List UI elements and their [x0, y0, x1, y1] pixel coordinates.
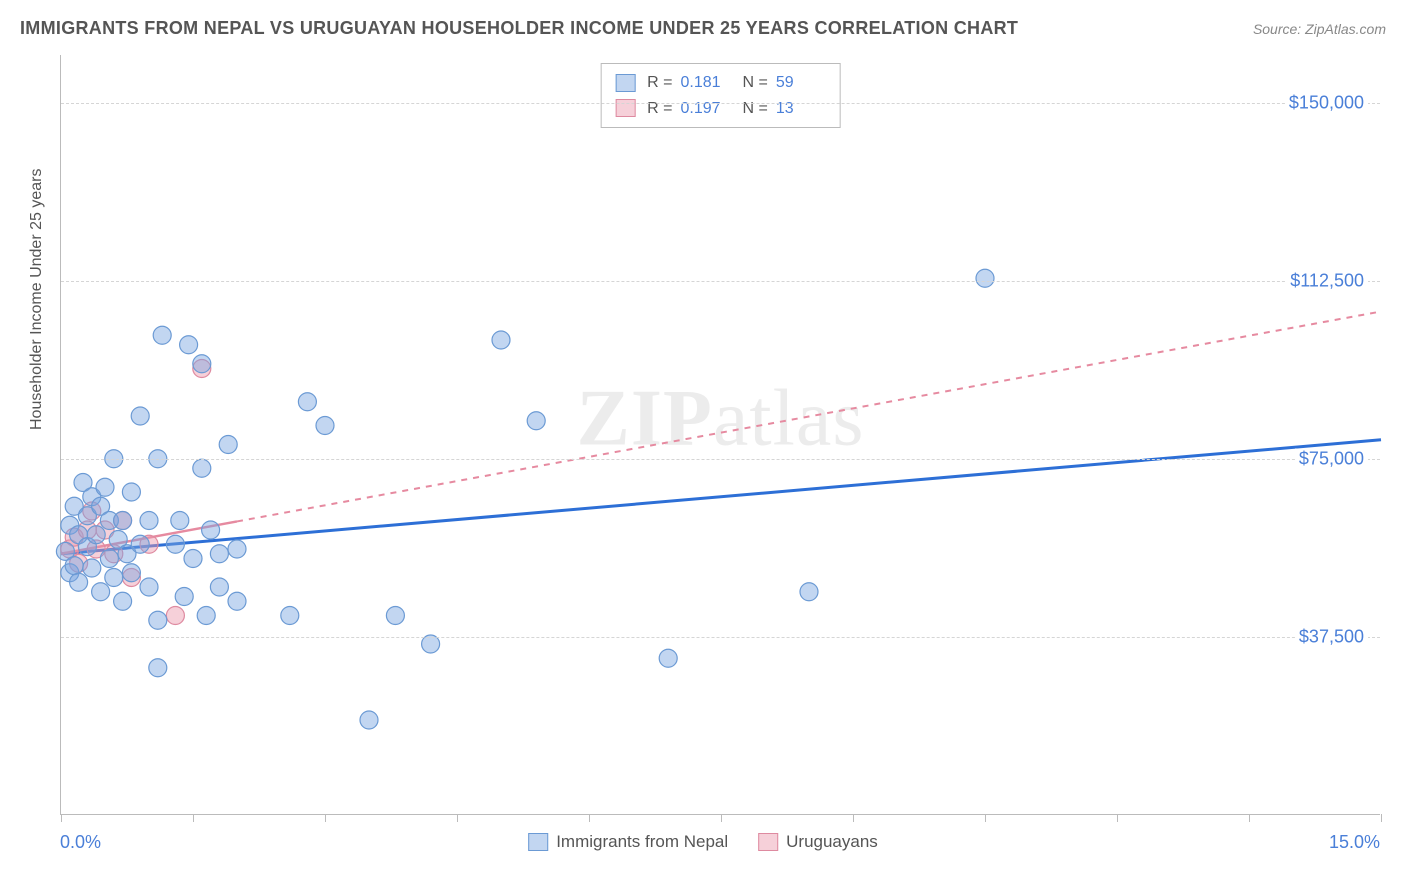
data-point	[210, 545, 228, 563]
x-tick	[1249, 814, 1250, 822]
data-point	[228, 540, 246, 558]
data-point	[386, 607, 404, 625]
source-label: Source: ZipAtlas.com	[1253, 21, 1386, 37]
legend-label-0: Immigrants from Nepal	[556, 832, 728, 852]
data-point	[184, 550, 202, 568]
x-tick	[853, 814, 854, 822]
y-tick-label: $150,000	[1285, 92, 1368, 113]
data-point	[527, 412, 545, 430]
data-point	[202, 521, 220, 539]
x-tick	[589, 814, 590, 822]
data-point	[281, 607, 299, 625]
data-point	[122, 483, 140, 501]
data-point	[360, 711, 378, 729]
data-point	[800, 583, 818, 601]
data-point	[131, 535, 149, 553]
data-point	[140, 512, 158, 530]
gridline	[61, 281, 1380, 282]
data-point	[180, 336, 198, 354]
x-tick	[457, 814, 458, 822]
x-axis-min-label: 0.0%	[60, 832, 101, 853]
data-point	[298, 393, 316, 411]
plot-area: ZIPatlas R = 0.181 N = 59 R = 0.197 N = …	[60, 55, 1380, 815]
data-point	[105, 569, 123, 587]
data-point	[65, 557, 83, 575]
data-point	[193, 459, 211, 477]
data-point	[219, 436, 237, 454]
data-point	[122, 564, 140, 582]
data-point	[92, 583, 110, 601]
data-point	[228, 592, 246, 610]
data-point	[83, 559, 101, 577]
gridline	[61, 637, 1380, 638]
trend-line-0	[61, 440, 1381, 554]
data-point	[316, 417, 334, 435]
x-tick	[721, 814, 722, 822]
gridline	[61, 103, 1380, 104]
data-point	[131, 407, 149, 425]
data-point	[659, 649, 677, 667]
data-point	[210, 578, 228, 596]
scatter-svg	[61, 55, 1380, 814]
data-point	[193, 355, 211, 373]
legend-item-1: Uruguayans	[758, 832, 878, 852]
legend-swatch-1	[758, 833, 778, 851]
x-tick	[61, 814, 62, 822]
data-point	[114, 512, 132, 530]
chart-title: IMMIGRANTS FROM NEPAL VS URUGUAYAN HOUSE…	[20, 18, 1018, 39]
legend-item-0: Immigrants from Nepal	[528, 832, 728, 852]
data-point	[149, 611, 167, 629]
legend-label-1: Uruguayans	[786, 832, 878, 852]
y-tick-label: $112,500	[1286, 270, 1368, 291]
y-tick-label: $75,000	[1295, 448, 1368, 469]
x-tick	[1117, 814, 1118, 822]
data-point	[197, 607, 215, 625]
y-tick-label: $37,500	[1295, 626, 1368, 647]
data-point	[153, 326, 171, 344]
x-tick	[193, 814, 194, 822]
data-point	[166, 607, 184, 625]
x-tick	[325, 814, 326, 822]
data-point	[492, 331, 510, 349]
data-point	[114, 592, 132, 610]
data-point	[149, 659, 167, 677]
data-point	[976, 269, 994, 287]
y-axis-title: Householder Income Under 25 years	[28, 169, 46, 430]
bottom-legend: Immigrants from Nepal Uruguayans	[528, 832, 878, 852]
data-point	[96, 478, 114, 496]
x-tick	[1381, 814, 1382, 822]
data-point	[140, 578, 158, 596]
data-point	[166, 535, 184, 553]
gridline	[61, 459, 1380, 460]
data-point	[100, 550, 118, 568]
x-axis-max-label: 15.0%	[1329, 832, 1380, 853]
data-point	[171, 512, 189, 530]
data-point	[70, 573, 88, 591]
x-tick	[985, 814, 986, 822]
data-point	[87, 526, 105, 544]
legend-swatch-0	[528, 833, 548, 851]
data-point	[175, 588, 193, 606]
